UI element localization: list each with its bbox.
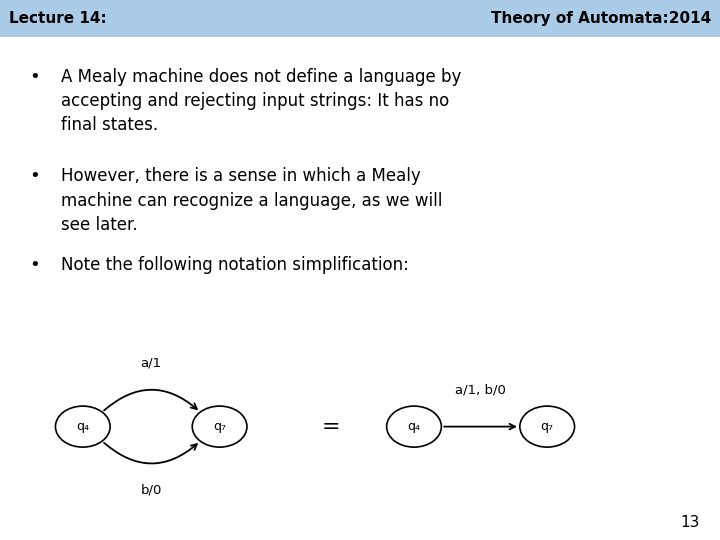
Text: Theory of Automata:2014: Theory of Automata:2014	[491, 11, 711, 26]
Text: q₄: q₄	[76, 420, 89, 433]
Text: Lecture 14:: Lecture 14:	[9, 11, 107, 26]
Text: b/0: b/0	[140, 483, 162, 496]
Circle shape	[55, 406, 110, 447]
Text: •: •	[29, 167, 40, 185]
Circle shape	[387, 406, 441, 447]
Text: •: •	[29, 256, 40, 274]
Text: a/1, b/0: a/1, b/0	[455, 384, 506, 397]
Text: A Mealy machine does not define a language by
accepting and rejecting input stri: A Mealy machine does not define a langua…	[61, 68, 462, 134]
Text: q₇: q₇	[213, 420, 226, 433]
Text: =: =	[322, 416, 341, 437]
Circle shape	[520, 406, 575, 447]
Text: 13: 13	[680, 515, 700, 530]
Text: q₇: q₇	[541, 420, 554, 433]
Text: •: •	[29, 68, 40, 85]
Circle shape	[192, 406, 247, 447]
Text: q₄: q₄	[408, 420, 420, 433]
Text: a/1: a/1	[140, 357, 162, 370]
Text: However, there is a sense in which a Mealy
machine can recognize a language, as : However, there is a sense in which a Mea…	[61, 167, 443, 234]
Text: Note the following notation simplification:: Note the following notation simplificati…	[61, 256, 409, 274]
FancyBboxPatch shape	[0, 0, 720, 37]
